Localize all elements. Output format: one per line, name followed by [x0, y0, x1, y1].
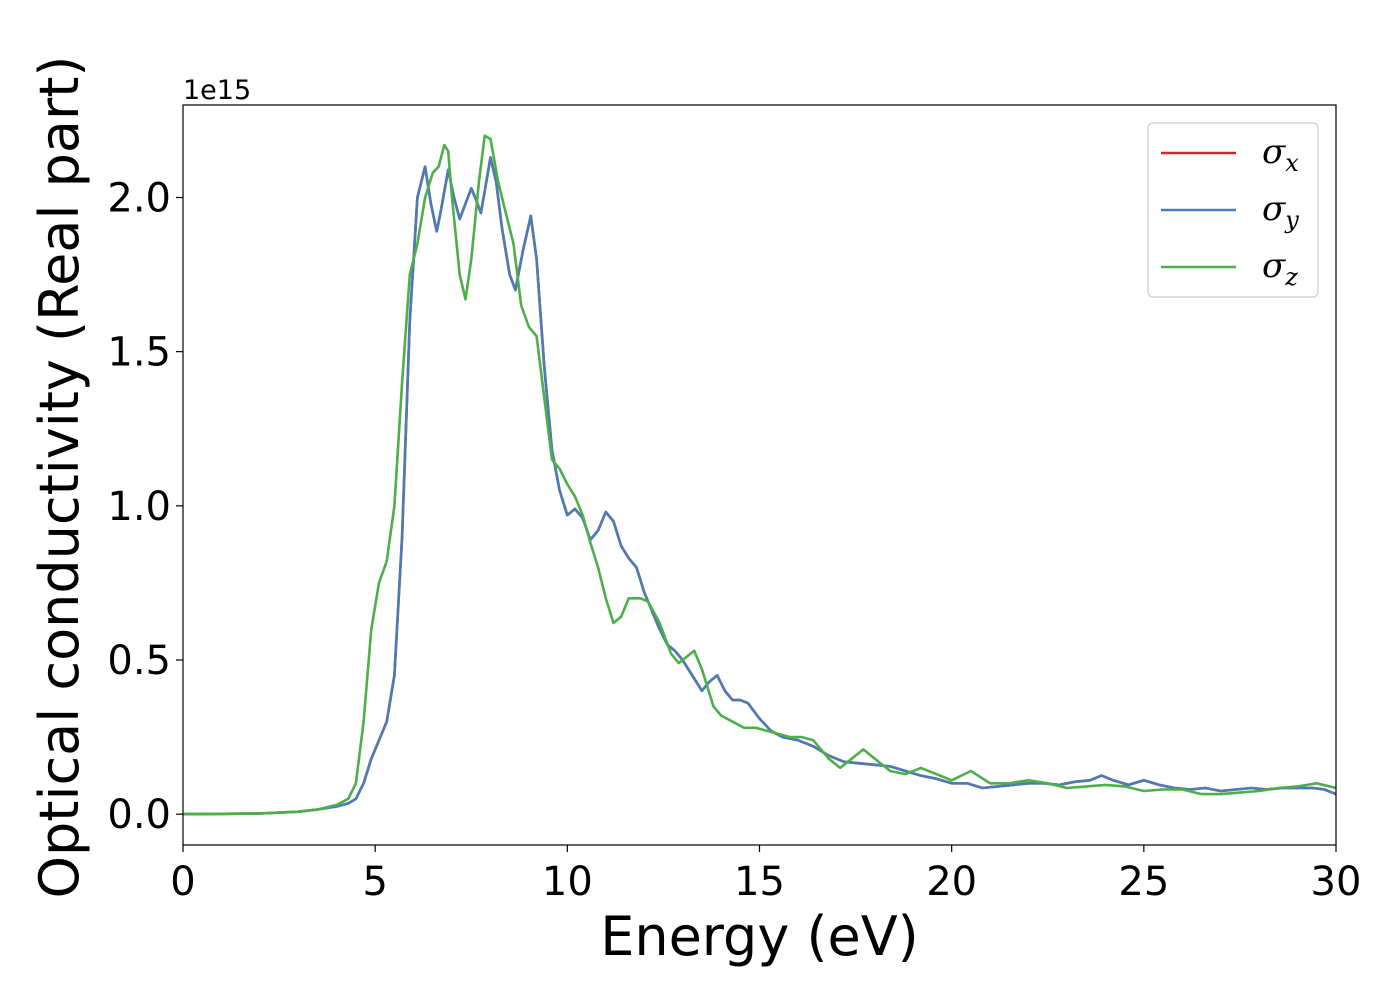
x-tick-label: 30 — [1311, 859, 1362, 905]
x-axis: 0 5 10 15 20 25 30 — [170, 845, 1361, 905]
legend-entry-x: σx — [1262, 132, 1299, 177]
x-tick-label: 15 — [734, 859, 785, 905]
x-tick-label: 5 — [362, 859, 387, 905]
y-tick-label: 2.0 — [107, 176, 171, 222]
x-tick-label: 25 — [1118, 859, 1169, 905]
legend-entry-y: σy — [1262, 189, 1299, 234]
x-tick-label: 0 — [170, 859, 195, 905]
y-axis-label: Optical conductivity (Real part) — [28, 56, 91, 899]
series-line-z — [183, 134, 1336, 816]
y-tick-label: 1.0 — [107, 484, 171, 530]
x-tick-label: 20 — [926, 859, 977, 905]
series-layer — [183, 134, 1336, 816]
y-offset-label: 1e15 — [183, 75, 251, 106]
x-axis-label: Energy (eV) — [600, 905, 919, 968]
y-tick-label: 1.5 — [107, 330, 171, 376]
y-tick-label: 0.0 — [107, 792, 171, 838]
y-tick-label: 0.5 — [107, 638, 171, 684]
y-axis: 0.0 0.5 1.0 1.5 2.0 — [107, 176, 183, 838]
x-tick-label: 10 — [542, 859, 593, 905]
